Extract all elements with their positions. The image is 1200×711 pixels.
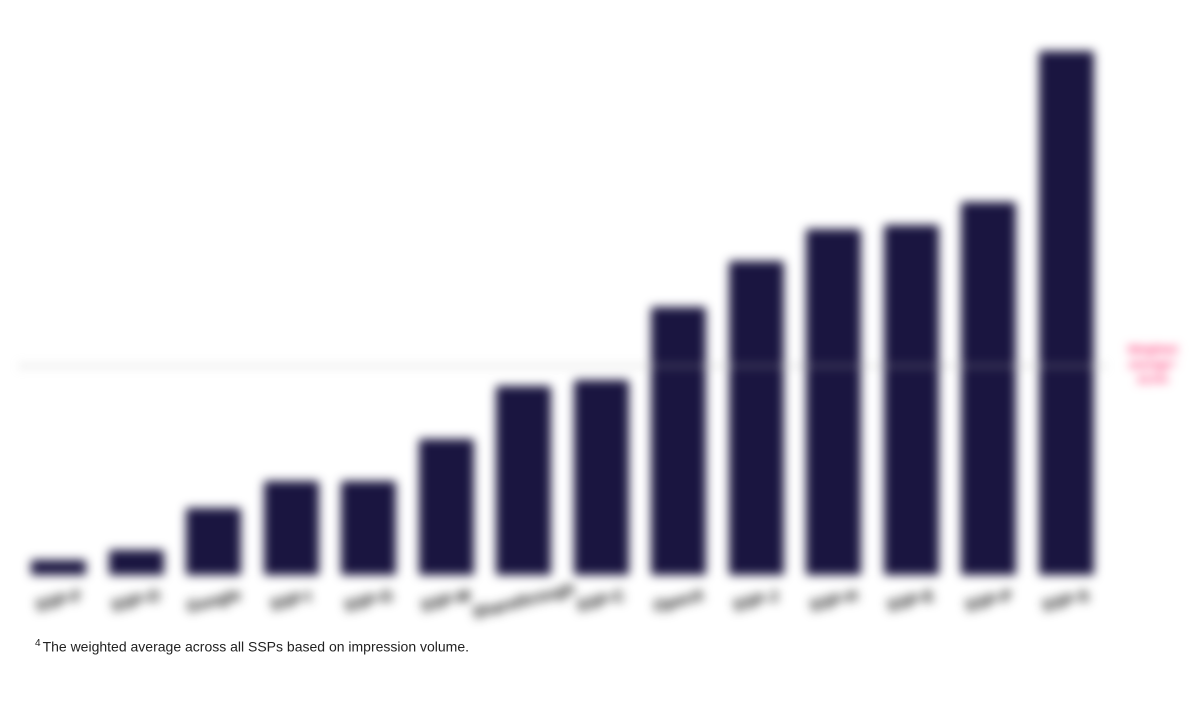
- x-axis-label: SSP-O: [110, 587, 163, 617]
- x-axis-label: SSP-J: [732, 588, 781, 617]
- bar-chart: Weighted average⁴ 10.0% SSP-F SSP-O Google…: [0, 0, 1200, 711]
- bar: [574, 380, 629, 575]
- footnote: 4The weighted average across all SSPs ba…: [35, 638, 469, 655]
- footnote-text: The weighted average across all SSPs bas…: [43, 639, 469, 655]
- x-axis-label: SSP-S: [1041, 587, 1092, 616]
- annot-line3: 10.0%: [1110, 373, 1195, 388]
- bar: [109, 550, 164, 575]
- bar: [264, 481, 319, 575]
- bar: [31, 560, 86, 575]
- annot-line2: average⁴: [1110, 358, 1195, 373]
- x-axis-label: SSP-I: [269, 588, 314, 616]
- x-axis-label: SSP-C: [575, 587, 627, 616]
- x-axis-label: Sharethrough: [471, 581, 577, 624]
- bar: [419, 439, 474, 575]
- bar: [651, 307, 706, 575]
- x-axis-label: SSP-F: [34, 588, 84, 617]
- footnote-marker: 4: [35, 638, 41, 649]
- bar: [806, 229, 861, 575]
- x-axis-label: OpenX: [652, 587, 706, 617]
- bar: [1039, 51, 1094, 575]
- x-axis-label: SSP-G: [342, 587, 395, 617]
- bar: [884, 225, 939, 575]
- x-axis-label: SSP-M: [419, 587, 473, 617]
- bar: [729, 261, 784, 575]
- weighted-avg-line: [20, 365, 1105, 367]
- x-axis-label: SSP-P: [963, 587, 1014, 616]
- x-axis-label: SSP-E: [886, 587, 937, 616]
- x-axis-label: Google: [185, 587, 243, 618]
- weighted-avg-annotation: Weighted average⁴ 10.0%: [1110, 343, 1195, 388]
- bar: [496, 386, 551, 575]
- plot-area: [20, 30, 1105, 575]
- x-axis-label: SSP-H: [808, 587, 860, 616]
- bar: [186, 508, 241, 575]
- annot-line1: Weighted: [1110, 343, 1195, 358]
- bar: [341, 481, 396, 575]
- bar: [961, 202, 1016, 575]
